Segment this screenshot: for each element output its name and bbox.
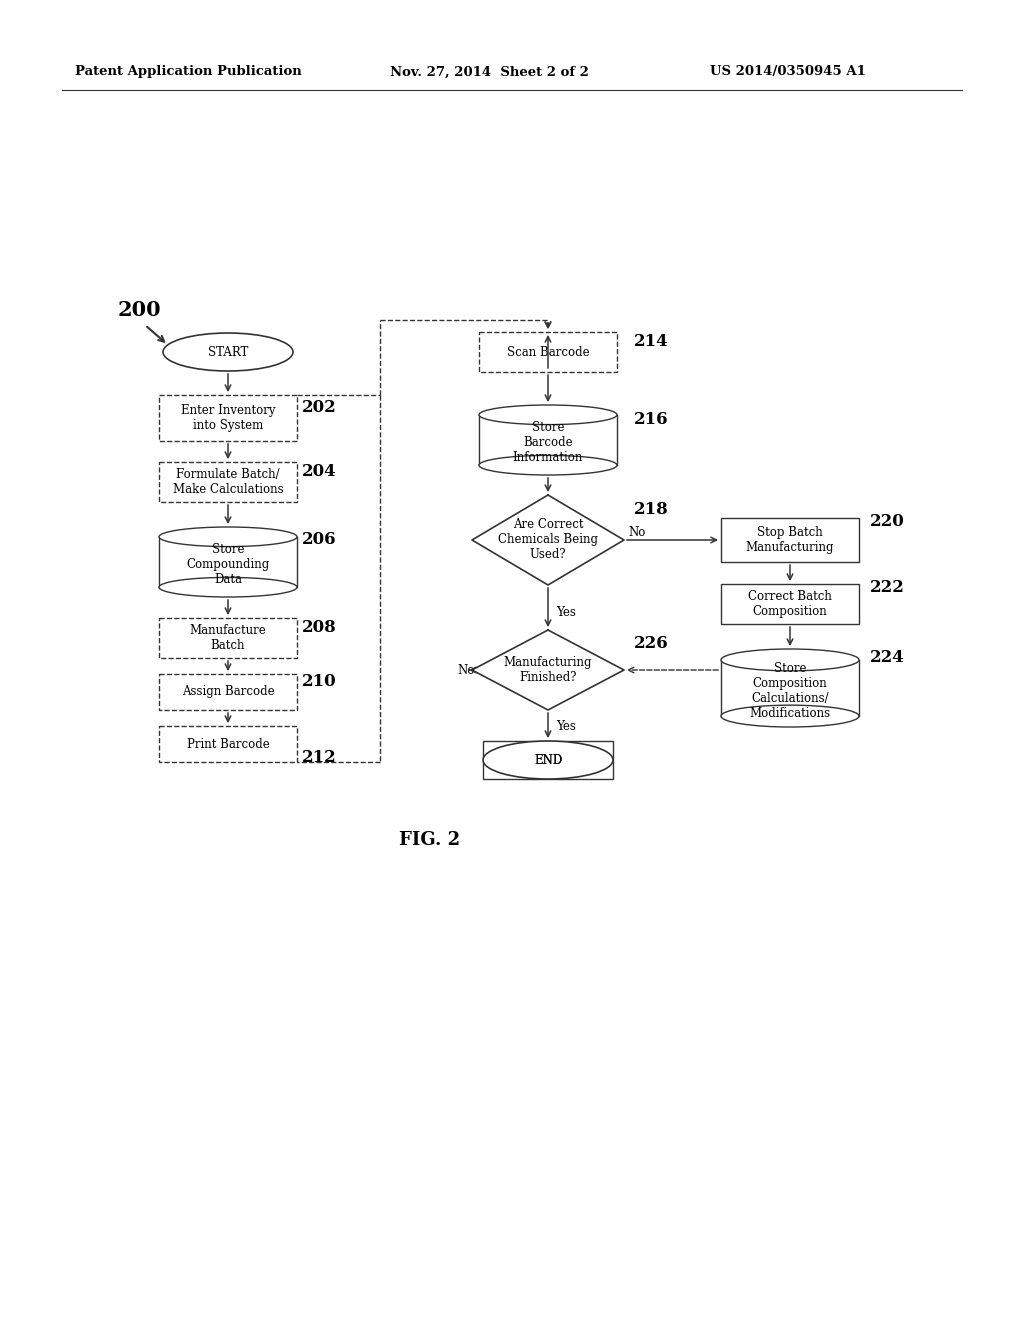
Text: 226: 226 [634, 635, 669, 652]
Text: START: START [208, 346, 248, 359]
Text: 220: 220 [870, 513, 905, 531]
Text: 202: 202 [302, 400, 337, 417]
Ellipse shape [721, 705, 859, 727]
Text: Store
Barcode
Information: Store Barcode Information [513, 421, 584, 465]
Text: 200: 200 [118, 300, 162, 319]
Polygon shape [472, 495, 624, 585]
Text: No: No [628, 525, 645, 539]
Text: Nov. 27, 2014  Sheet 2 of 2: Nov. 27, 2014 Sheet 2 of 2 [390, 66, 589, 78]
Bar [159, 726, 297, 762]
Text: FIG. 2: FIG. 2 [399, 832, 461, 849]
Bar [159, 537, 297, 587]
Ellipse shape [479, 455, 617, 475]
Polygon shape [472, 630, 624, 710]
Text: END: END [534, 754, 562, 767]
Text: Manufacture
Batch: Manufacture Batch [189, 624, 266, 652]
Text: US 2014/0350945 A1: US 2014/0350945 A1 [710, 66, 866, 78]
Text: END: END [534, 754, 562, 767]
Ellipse shape [483, 741, 613, 779]
Text: 208: 208 [302, 619, 337, 636]
Text: Store
Compounding
Data: Store Compounding Data [186, 544, 269, 586]
Ellipse shape [159, 527, 297, 546]
Ellipse shape [163, 333, 293, 371]
Bar [721, 517, 859, 562]
Bar [159, 618, 297, 657]
Bar [159, 675, 297, 710]
Text: 222: 222 [870, 579, 905, 597]
Text: Print Barcode: Print Barcode [186, 738, 269, 751]
Text: Yes: Yes [556, 721, 575, 734]
Bar [479, 414, 617, 465]
Text: 224: 224 [870, 649, 905, 667]
Text: Are Correct
Chemicals Being
Used?: Are Correct Chemicals Being Used? [498, 519, 598, 561]
Text: Manufacturing
Finished?: Manufacturing Finished? [504, 656, 592, 684]
Ellipse shape [479, 405, 617, 425]
Text: Stop Batch
Manufacturing: Stop Batch Manufacturing [745, 525, 835, 554]
Text: 212: 212 [302, 750, 337, 767]
Text: 206: 206 [302, 532, 337, 549]
Bar [159, 462, 297, 502]
Text: Correct Batch
Composition: Correct Batch Composition [749, 590, 831, 618]
Bar [483, 741, 613, 779]
Bar [721, 660, 859, 715]
Text: 210: 210 [302, 673, 337, 690]
Text: Store
Composition
Calculations/
Modifications: Store Composition Calculations/ Modifica… [750, 663, 830, 721]
Text: Yes: Yes [556, 606, 575, 619]
Text: 214: 214 [634, 334, 669, 351]
Bar [721, 583, 859, 624]
Text: 216: 216 [634, 412, 669, 429]
Ellipse shape [159, 577, 297, 597]
Text: No: No [458, 664, 475, 676]
Ellipse shape [721, 649, 859, 671]
Text: Scan Barcode: Scan Barcode [507, 346, 590, 359]
Text: Assign Barcode: Assign Barcode [181, 685, 274, 698]
Text: Patent Application Publication: Patent Application Publication [75, 66, 302, 78]
Bar [479, 333, 617, 372]
Text: 204: 204 [302, 463, 337, 480]
Text: Enter Inventory
into System: Enter Inventory into System [181, 404, 275, 432]
Text: Formulate Batch/
Make Calculations: Formulate Batch/ Make Calculations [173, 469, 284, 496]
Bar [159, 395, 297, 441]
Text: 218: 218 [634, 502, 669, 519]
